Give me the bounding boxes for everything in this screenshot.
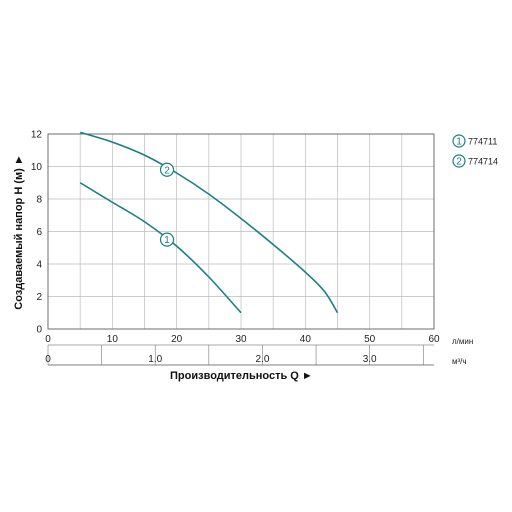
y-tick-label: 0 (36, 325, 42, 336)
legend-entry-label: 774714 (468, 157, 498, 167)
y-tick-label: 4 (36, 260, 42, 271)
x2-tick-label: 1.0 (148, 354, 162, 365)
axes (47, 133, 435, 366)
x2-unit-label: м³/ч (452, 357, 467, 366)
series-lines (79, 131, 339, 314)
legend-entry-label: 774711 (468, 137, 497, 147)
x-unit-label: л/мин (452, 337, 473, 346)
y-tick-label: 12 (31, 130, 43, 141)
x2-tick-label: 3.0 (363, 354, 377, 365)
y-tick-label: 2 (36, 292, 42, 303)
y-tick-label: 6 (36, 227, 42, 238)
series-markers: 12 (159, 162, 175, 247)
series-marker-circle (159, 232, 175, 247)
series-line-774711 (79, 182, 242, 314)
y-axis-title: Создаваемый напор H (м) ► (13, 154, 25, 309)
x-tick-label: 0 (45, 334, 51, 345)
grid (47, 133, 435, 330)
series-marker-circle (159, 162, 175, 177)
x2-tick-label: 2.0 (255, 354, 269, 365)
x-tick-label: 40 (300, 334, 312, 345)
legend-marker-circle (452, 134, 466, 148)
x2-tick-label: 0 (45, 354, 51, 365)
x-tick-label: 20 (171, 334, 183, 345)
x-tick-label: 60 (428, 334, 440, 345)
x-axis-title: Производительность Q ► (170, 370, 313, 382)
x-tick-label: 30 (235, 334, 247, 345)
series-marker-label: 2 (164, 165, 170, 176)
x-tick-label: 50 (364, 334, 376, 345)
legend-marker-label: 1 (456, 137, 462, 148)
x-tick-label: 10 (107, 334, 119, 345)
series-line-774714 (79, 131, 339, 314)
y-tick-label: 10 (31, 162, 43, 173)
y-tick-label: 8 (36, 195, 42, 206)
series-marker-label: 1 (164, 235, 170, 246)
legend: 1 774711 2 774714 (452, 134, 498, 168)
plot-frame (47, 133, 435, 330)
legend-marker-label: 2 (456, 157, 462, 168)
legend-marker-circle (452, 154, 466, 168)
